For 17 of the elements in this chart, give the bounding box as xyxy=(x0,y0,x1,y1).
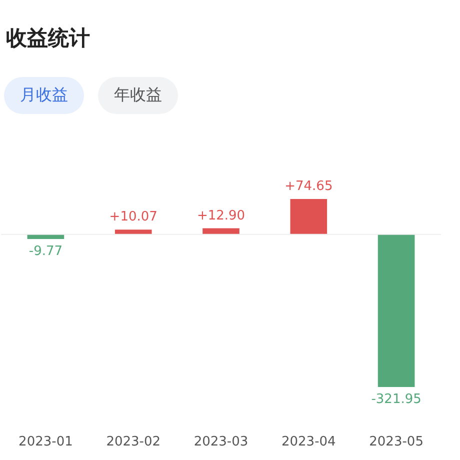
bar xyxy=(202,228,240,234)
toggle-button[interactable]: 年收益 xyxy=(98,77,178,114)
x-tick-label: 2023-03 xyxy=(194,434,248,450)
chart-title: 收益统计 xyxy=(6,25,90,52)
data-label: +12.90 xyxy=(196,208,246,224)
x-tick-label: 2023-05 xyxy=(369,434,424,450)
data-label: +10.07 xyxy=(109,210,158,225)
bar xyxy=(290,199,328,234)
bar xyxy=(378,234,415,387)
x-tick-label: 2023-01 xyxy=(18,434,73,450)
data-label: -9.77 xyxy=(28,244,63,260)
data-label: +74.65 xyxy=(284,179,333,194)
bar xyxy=(114,230,152,234)
toggle-button[interactable]: 月收益 xyxy=(4,77,84,114)
data-label: -321.95 xyxy=(371,392,422,407)
x-tick-label: 2023-02 xyxy=(106,434,161,450)
x-tick-label: 2023-04 xyxy=(281,434,336,450)
